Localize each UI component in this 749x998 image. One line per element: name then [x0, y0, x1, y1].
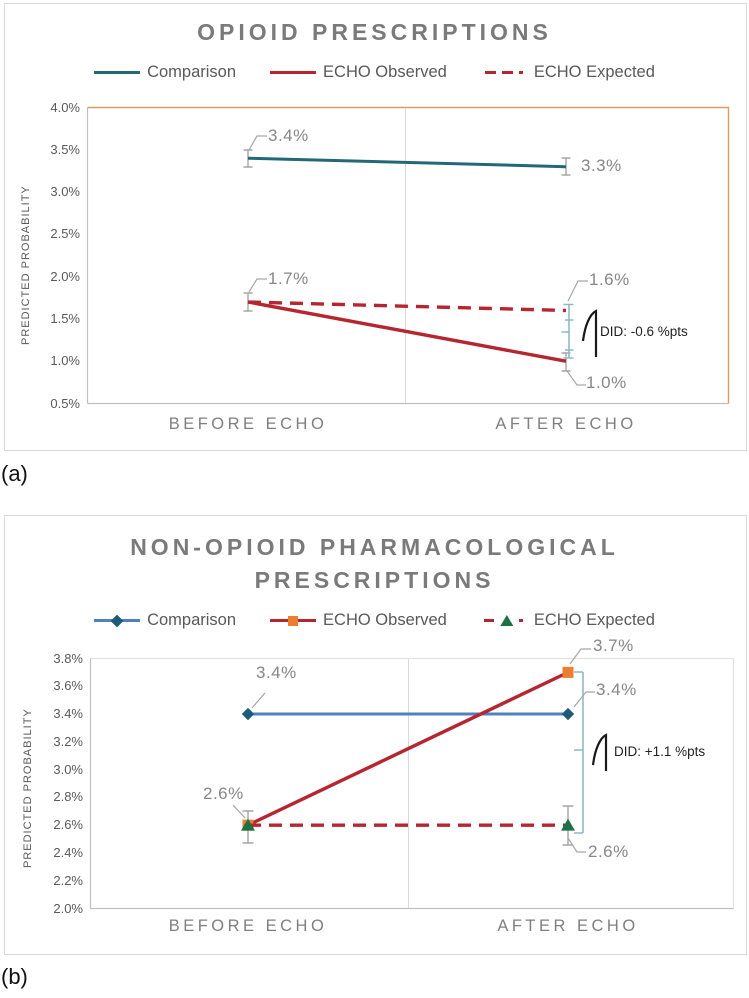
comparison-line-swatch — [94, 614, 141, 627]
data-label-comparison-before: 3.4% — [268, 126, 309, 145]
triangle-marker-icon — [500, 615, 514, 626]
diamond-marker-icon — [110, 614, 124, 627]
y-tick-label: 3.0% — [50, 184, 80, 200]
x-category-label: BEFORE ECHO — [168, 415, 328, 433]
panel-label-a: (a) — [1, 461, 28, 486]
did-annotation-b: DID: +1.1 %pts — [614, 744, 706, 759]
y-tick-label: 2.0% — [53, 900, 83, 916]
y-tick-label: 2.6% — [53, 817, 83, 833]
data-label-comparison-after: 3.3% — [581, 156, 622, 175]
echo-expected-dash-swatch — [481, 615, 527, 626]
y-tick-label: 4.0% — [50, 99, 80, 115]
chart-b-legend: Comparison ECHO Observed ECHO Expected — [0, 611, 749, 630]
echo-observed-line-swatch — [270, 615, 317, 626]
y-tick-label: 0.5% — [50, 395, 80, 411]
chart-a-title: OPIOID PRESCRIPTIONS — [197, 19, 552, 45]
comparison-line-swatch — [94, 71, 141, 74]
data-label-observed-after: 1.0% — [586, 373, 627, 392]
echo-observed-line-swatch — [270, 71, 317, 74]
did-annotation-a: DID: -0.6 %pts — [600, 324, 688, 339]
data-label-observed-after: 3.7% — [593, 636, 634, 655]
legend-item-comparison: Comparison — [94, 611, 236, 630]
legend-label: ECHO Observed — [323, 63, 447, 81]
legend-label: ECHO Expected — [533, 611, 655, 629]
data-label-expected-after: 2.6% — [588, 842, 629, 861]
x-category-label: BEFORE ECHO — [168, 917, 328, 935]
data-label-comparison-before: 3.4% — [256, 663, 297, 682]
y-tick-label: 2.0% — [50, 268, 80, 284]
chart-b-title: NON-OPIOID PHARMACOLOGICAL PRESCRIPTIONS — [0, 531, 749, 597]
legend-item-echo-observed: ECHO Observed — [270, 611, 447, 630]
y-tick-label: 2.4% — [53, 844, 83, 860]
chart-b-title-text: NON-OPIOID PHARMACOLOGICAL PRESCRIPTIONS — [130, 534, 619, 593]
legend-label: ECHO Expected — [533, 63, 655, 81]
y-tick-label: 1.0% — [50, 353, 80, 369]
y-tick-label: 2.5% — [50, 226, 80, 242]
data-label-observed-before: 1.7% — [268, 269, 309, 288]
x-category-label: AFTER ECHO — [495, 415, 637, 433]
data-label-comparison-after: 3.4% — [596, 680, 637, 699]
y-tick-label: 1.5% — [50, 310, 80, 326]
legend-item-echo-expected: ECHO Expected — [481, 63, 655, 82]
x-category-label: AFTER ECHO — [497, 917, 639, 935]
chart-a-legend: Comparison ECHO Observed ECHO Expected — [0, 63, 749, 82]
echo-expected-dash-swatch — [481, 70, 527, 75]
data-label-observed-before: 2.6% — [203, 784, 244, 803]
legend-item-echo-observed: ECHO Observed — [270, 63, 447, 82]
legend-label: Comparison — [147, 611, 237, 629]
y-tick-label: 3.4% — [53, 706, 83, 722]
panel-label-b: (b) — [1, 964, 28, 989]
legend-item-echo-expected: ECHO Expected — [481, 611, 655, 630]
y-tick-label: 3.5% — [50, 141, 80, 157]
y-tick-label: 2.2% — [53, 872, 83, 888]
legend-label: ECHO Observed — [323, 611, 447, 629]
y-tick-label: 3.0% — [53, 761, 83, 777]
data-label-expected-after: 1.6% — [589, 270, 630, 289]
legend-label: Comparison — [147, 63, 237, 81]
y-tick-label: 3.8% — [53, 650, 83, 666]
y-tick-label: 3.2% — [53, 733, 83, 749]
square-marker-icon — [288, 615, 299, 626]
legend-item-comparison: Comparison — [94, 63, 236, 82]
y-tick-label: 3.6% — [53, 678, 83, 694]
y-tick-label: 2.8% — [53, 789, 83, 805]
